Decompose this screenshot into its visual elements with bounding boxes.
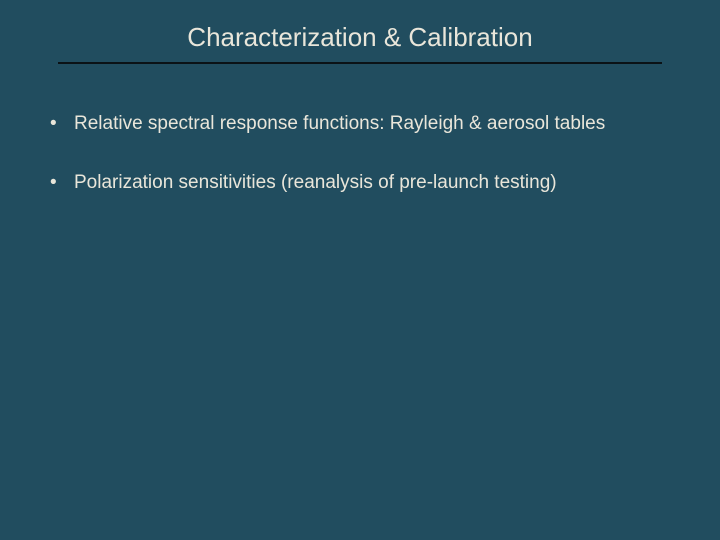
list-item: Polarization sensitivities (reanalysis o… [46,171,674,196]
title-divider [58,62,662,64]
slide: Characterization & Calibration Relative … [0,0,720,540]
bullet-list: Relative spectral response functions: Ra… [46,112,674,229]
list-item: Relative spectral response functions: Ra… [46,112,674,137]
slide-title: Characterization & Calibration [0,22,720,53]
